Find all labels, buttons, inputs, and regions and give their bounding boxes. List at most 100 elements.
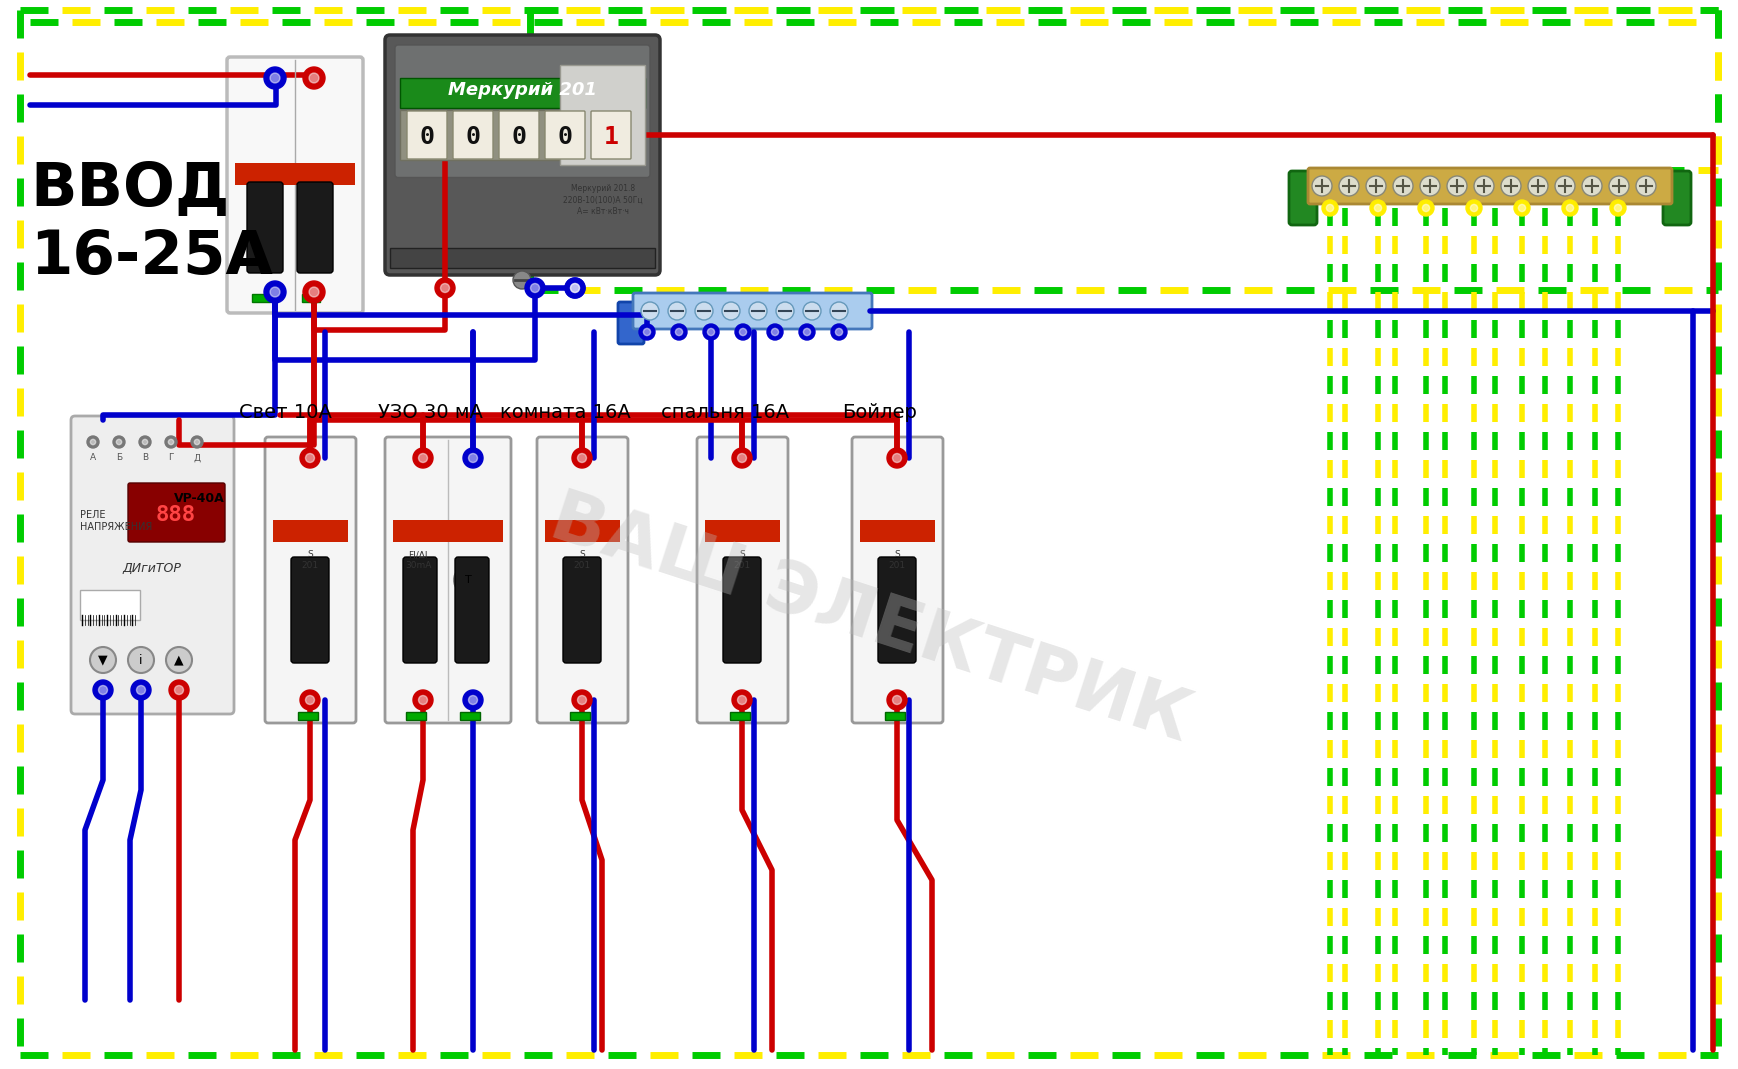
Circle shape bbox=[831, 324, 846, 340]
Bar bbox=[80, 590, 141, 620]
FancyBboxPatch shape bbox=[403, 557, 436, 663]
FancyBboxPatch shape bbox=[619, 303, 645, 344]
Circle shape bbox=[129, 647, 155, 673]
Circle shape bbox=[99, 685, 108, 695]
Circle shape bbox=[94, 680, 113, 700]
Circle shape bbox=[1519, 204, 1526, 212]
Circle shape bbox=[1609, 200, 1627, 216]
Bar bbox=[885, 712, 905, 721]
Bar bbox=[400, 110, 645, 160]
FancyBboxPatch shape bbox=[264, 437, 356, 723]
Bar bbox=[393, 520, 502, 542]
FancyBboxPatch shape bbox=[407, 111, 447, 159]
Text: 0: 0 bbox=[558, 125, 572, 149]
Circle shape bbox=[702, 324, 720, 340]
Circle shape bbox=[174, 685, 184, 695]
Circle shape bbox=[309, 73, 320, 83]
FancyBboxPatch shape bbox=[454, 111, 494, 159]
Circle shape bbox=[643, 328, 650, 336]
Circle shape bbox=[513, 272, 532, 289]
FancyBboxPatch shape bbox=[563, 557, 601, 663]
FancyBboxPatch shape bbox=[1663, 171, 1691, 224]
Circle shape bbox=[1338, 176, 1359, 196]
Circle shape bbox=[1323, 200, 1338, 216]
Circle shape bbox=[1502, 176, 1521, 196]
Circle shape bbox=[735, 324, 751, 340]
Circle shape bbox=[1366, 176, 1385, 196]
Circle shape bbox=[565, 278, 586, 298]
FancyBboxPatch shape bbox=[591, 111, 631, 159]
Text: Меркурий 201.8
220В-10(100)А 50Гц
А= кВт·кВт·ч: Меркурий 201.8 220В-10(100)А 50Гц А= кВт… bbox=[563, 184, 643, 216]
Circle shape bbox=[525, 278, 546, 298]
Circle shape bbox=[165, 436, 177, 448]
Circle shape bbox=[434, 278, 455, 298]
FancyBboxPatch shape bbox=[1309, 168, 1672, 204]
Text: 888: 888 bbox=[156, 505, 196, 525]
Bar bbox=[560, 65, 645, 165]
Circle shape bbox=[1609, 176, 1629, 196]
Circle shape bbox=[301, 448, 320, 468]
FancyBboxPatch shape bbox=[129, 483, 224, 542]
Circle shape bbox=[134, 682, 149, 698]
Circle shape bbox=[732, 448, 753, 468]
Circle shape bbox=[96, 682, 111, 698]
Circle shape bbox=[671, 324, 687, 340]
Text: 1: 1 bbox=[603, 125, 619, 149]
Circle shape bbox=[440, 283, 450, 293]
Circle shape bbox=[640, 324, 655, 340]
Circle shape bbox=[264, 281, 287, 303]
Bar bbox=[400, 78, 645, 108]
Bar bbox=[297, 712, 318, 721]
Circle shape bbox=[1514, 200, 1529, 216]
Circle shape bbox=[737, 696, 747, 704]
Text: А: А bbox=[90, 453, 96, 463]
Circle shape bbox=[301, 690, 320, 710]
Text: S
201: S 201 bbox=[888, 551, 905, 570]
Text: УЗО 30 мА: УЗО 30 мА bbox=[377, 403, 483, 422]
Circle shape bbox=[739, 328, 747, 336]
Text: S
201: S 201 bbox=[301, 551, 318, 570]
Circle shape bbox=[139, 436, 151, 448]
Text: Б: Б bbox=[116, 453, 122, 463]
Circle shape bbox=[1470, 204, 1477, 212]
Circle shape bbox=[469, 696, 478, 704]
Circle shape bbox=[1448, 176, 1467, 196]
Text: Свет 10А: Свет 10А bbox=[238, 403, 332, 422]
Circle shape bbox=[893, 696, 902, 704]
Text: Г: Г bbox=[169, 453, 174, 463]
Circle shape bbox=[419, 453, 428, 463]
Text: 0: 0 bbox=[466, 125, 480, 149]
Text: ВВОД
16-25А: ВВОД 16-25А bbox=[30, 160, 273, 288]
FancyBboxPatch shape bbox=[499, 111, 539, 159]
Text: Бойлер: Бойлер bbox=[843, 403, 918, 422]
Bar bbox=[273, 520, 348, 542]
Text: Т: Т bbox=[464, 575, 471, 585]
FancyBboxPatch shape bbox=[546, 111, 586, 159]
FancyBboxPatch shape bbox=[71, 416, 235, 714]
Circle shape bbox=[772, 328, 779, 336]
FancyBboxPatch shape bbox=[455, 557, 488, 663]
Circle shape bbox=[87, 436, 99, 448]
Circle shape bbox=[577, 696, 586, 704]
Bar bbox=[730, 712, 751, 721]
Text: комната 16А: комната 16А bbox=[499, 403, 631, 422]
Circle shape bbox=[169, 680, 189, 700]
Circle shape bbox=[799, 324, 815, 340]
Circle shape bbox=[264, 67, 287, 89]
Circle shape bbox=[302, 67, 325, 89]
Circle shape bbox=[1370, 200, 1385, 216]
FancyBboxPatch shape bbox=[297, 182, 334, 273]
Circle shape bbox=[1635, 176, 1656, 196]
Circle shape bbox=[831, 303, 848, 320]
Circle shape bbox=[737, 453, 747, 463]
FancyBboxPatch shape bbox=[633, 293, 872, 329]
Circle shape bbox=[749, 303, 766, 320]
FancyBboxPatch shape bbox=[1290, 171, 1317, 224]
Text: РЕЛЕ
НАПРЯЖЕНИЯ: РЕЛЕ НАПРЯЖЕНИЯ bbox=[80, 510, 153, 532]
Circle shape bbox=[641, 303, 659, 320]
Text: Меркурий 201: Меркурий 201 bbox=[448, 81, 596, 99]
Circle shape bbox=[1615, 204, 1622, 212]
Circle shape bbox=[667, 303, 687, 320]
Text: 0: 0 bbox=[511, 125, 527, 149]
Text: i: i bbox=[139, 653, 143, 666]
